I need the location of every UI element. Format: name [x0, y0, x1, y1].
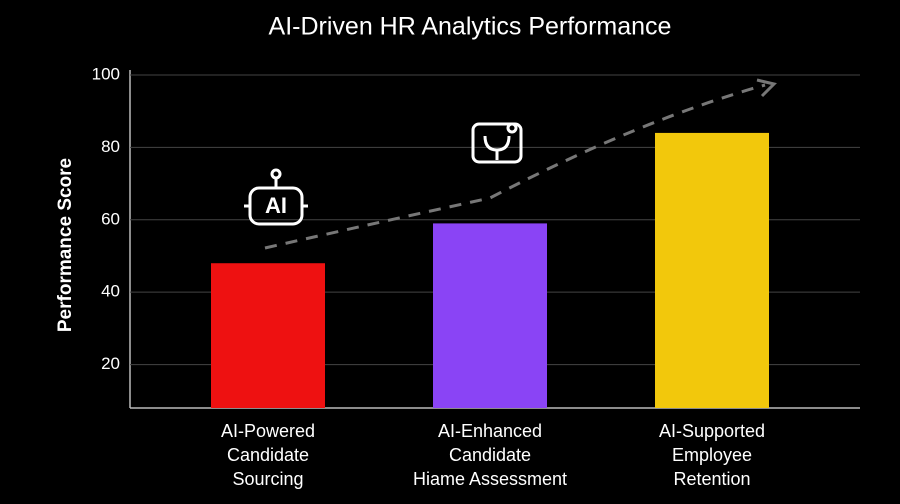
x-tick-label: AI-Enhanced: [438, 421, 542, 441]
x-tick-label: Candidate: [449, 445, 531, 465]
robot-icon: [244, 168, 308, 226]
x-tick-label: AI-Supported: [659, 421, 765, 441]
y-axis-label: Performance Score: [55, 158, 76, 332]
bars: [211, 132, 769, 409]
y-tick-label: 100: [92, 64, 120, 83]
x-tick-label: Candidate: [227, 445, 309, 465]
y-tick-label: 40: [101, 282, 120, 301]
icon-label: AI: [265, 193, 287, 218]
bar: [211, 263, 325, 408]
y-tick-label: 20: [101, 354, 120, 373]
x-tick-label: Retention: [673, 469, 750, 489]
bar: [655, 132, 769, 409]
trend-arrow: [264, 83, 766, 250]
x-tick-label: Sourcing: [232, 469, 303, 489]
x-tick-label: Hiame Assessment: [413, 469, 567, 489]
y-tick-label: 80: [101, 137, 120, 156]
y-tick-label: 60: [101, 209, 120, 228]
x-tick-label: AI-Powered: [221, 421, 315, 441]
chart-title: AI-Driven HR Analytics Performance: [269, 13, 672, 41]
bar: [433, 223, 547, 408]
x-tick-label: Employee: [672, 445, 752, 465]
monitor-icon: [471, 122, 523, 164]
trend-arrow-head: [756, 78, 777, 98]
